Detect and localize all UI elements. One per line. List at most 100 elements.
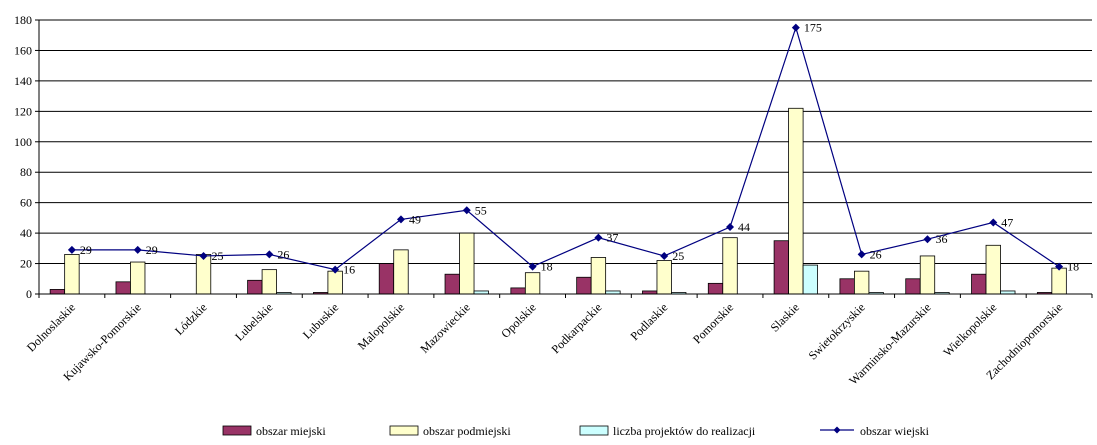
line-point [396,215,405,224]
line-point [923,235,932,244]
y-tick-label: 60 [20,196,32,210]
data-label: 37 [606,231,618,245]
line-obszar-wiejski [71,25,1060,271]
bar-obszar-podmiejski [195,254,212,295]
bar-obszar-miejski [49,289,66,295]
legend: obszar miejski obszar podmiejski liczba pr… [222,424,930,438]
line-point [594,233,603,242]
x-category-label: Wielkopolskie [940,300,999,359]
legend-label: obszar miejski [256,424,326,438]
legend-label: obszar podmiejski [423,424,511,438]
y-tick-label: 120 [14,104,32,118]
bars [49,107,1067,295]
line-point [528,262,537,271]
line-point [462,206,471,215]
line-point [857,250,866,259]
y-tick-label: 40 [20,226,32,240]
bar-obszar-podmiejski [261,269,277,295]
bar-obszar-podmiejski [524,272,541,295]
bar-obszar-miejski [510,287,526,295]
line-point [199,251,208,260]
data-label: 55 [475,203,487,217]
data-label: 29 [80,243,92,257]
line-series [67,23,1064,274]
bar-obszar-podmiejski [854,270,870,295]
bar-obszar-podmiejski [656,260,672,295]
bar-obszar-miejski [247,279,263,295]
grid [39,19,1092,265]
line-point [67,245,76,254]
axes: 0 20 40 60 80 100 120 140 160 180 [14,13,1093,301]
legend-label: obszar wiejski [860,424,930,438]
bar-obszar-miejski [707,282,724,295]
bar-obszar-podmiejski [130,261,146,295]
line-point [331,265,340,274]
y-tick-label: 100 [14,135,32,149]
bar-obszar-podmiejski [459,232,475,295]
bar-obszar-miejski [905,278,921,295]
data-label: 18 [1067,260,1079,274]
data-label: 44 [738,220,750,234]
bar-obszar-podmiejski [788,107,804,295]
data-label: 49 [409,212,421,226]
bar-obszar-podmiejski [590,257,607,295]
y-tick-label: 80 [20,165,32,179]
x-category-label: Opolskie [498,300,539,341]
bar-obszar-podmiejski [1051,267,1067,295]
line-point [660,251,669,260]
x-category-label: Malopolskie [355,300,407,352]
bar-obszar-miejski [115,281,131,295]
bar-obszar-miejski [378,263,395,295]
bar-obszar-miejski [576,276,592,295]
bar-obszar-podmiejski [985,244,1001,295]
data-label: 25 [672,249,684,263]
data-label: 26 [870,247,882,261]
legend-label: liczba projektów do realizacji [613,424,756,438]
bar-obszar-podmiejski [393,249,409,295]
y-tick-label: 0 [26,287,32,301]
bar-obszar-miejski [773,240,789,295]
x-category-label: Swietokrzyskie [806,300,868,362]
line-point [989,218,998,227]
line-point [133,245,142,254]
bar-obszar-miejski [839,278,855,295]
data-label: 18 [541,260,553,274]
data-label: 29 [146,243,158,257]
legend-swatch [389,425,419,436]
bar-liczba-projektów-do-realizacji [802,264,818,295]
data-label: 175 [804,21,822,35]
line-point [1055,262,1064,271]
x-category-label: Mazowieckie [417,300,473,356]
y-tick-label: 160 [14,43,32,57]
data-label: 47 [1001,215,1013,229]
data-label: 26 [277,247,289,261]
legend-marker [833,426,841,434]
x-category-label: Pomorskie [690,300,736,346]
x-category-label: Dolnoslaskie [24,300,78,354]
x-category-label: Lódzkie [172,300,210,338]
line-point [791,23,800,32]
bar-obszar-podmiejski [327,270,343,295]
x-category-label: Lubuskie [300,300,341,341]
line-point [726,223,735,232]
line-point [265,250,274,259]
y-tick-label: 180 [14,13,32,27]
labels: 29 29 25 26 16 49 55 18 37 25 44 175 26 36 47 18 Dolnosl… [24,21,1079,388]
legend-swatch [579,425,609,436]
y-tick-label: 140 [14,74,32,88]
x-category-label: Lubelskie [232,300,275,343]
data-label: 25 [212,249,224,263]
bar-obszar-podmiejski [722,237,738,295]
data-label: 16 [343,263,355,277]
bar-obszar-podmiejski [64,254,80,295]
bar-obszar-miejski [971,273,987,295]
x-category-label: Slaskie [768,300,802,334]
data-label: 36 [935,232,947,246]
x-category-label: Podlaskie [627,300,670,343]
y-tick-label: 20 [20,257,32,271]
bar-obszar-podmiejski [919,255,936,295]
legend-swatch [222,425,252,436]
bar-obszar-miejski [444,273,460,295]
